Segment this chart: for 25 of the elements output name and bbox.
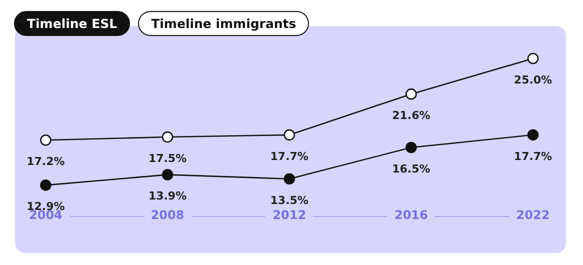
data-label: 17.7% — [514, 150, 552, 163]
text: Timeline immigrants — [138, 11, 310, 36]
point — [162, 131, 174, 143]
data-label: 16.5% — [392, 162, 430, 176]
point — [527, 52, 539, 64]
data-label: 13.5% — [270, 194, 308, 207]
point — [40, 134, 52, 146]
data-label: 17.2% — [26, 155, 65, 168]
x-tick-label: 2008 — [150, 208, 184, 222]
data-label: 17.7% — [270, 150, 308, 163]
data-label: 13.9% — [148, 190, 187, 203]
point — [284, 129, 295, 141]
x-tick-label: 2016 — [394, 208, 428, 222]
point — [406, 88, 417, 100]
x-tick-label: 2022 — [516, 208, 550, 222]
data-label: 21.6% — [392, 108, 430, 122]
point — [284, 173, 295, 185]
point — [406, 142, 417, 154]
text: Timeline ESL — [14, 11, 130, 36]
data-label: 17.5% — [148, 152, 187, 165]
point — [162, 169, 174, 180]
data-label: 25.0% — [514, 73, 552, 86]
point — [527, 129, 539, 141]
point — [40, 180, 52, 191]
x-tick-label: 2012 — [272, 208, 306, 222]
